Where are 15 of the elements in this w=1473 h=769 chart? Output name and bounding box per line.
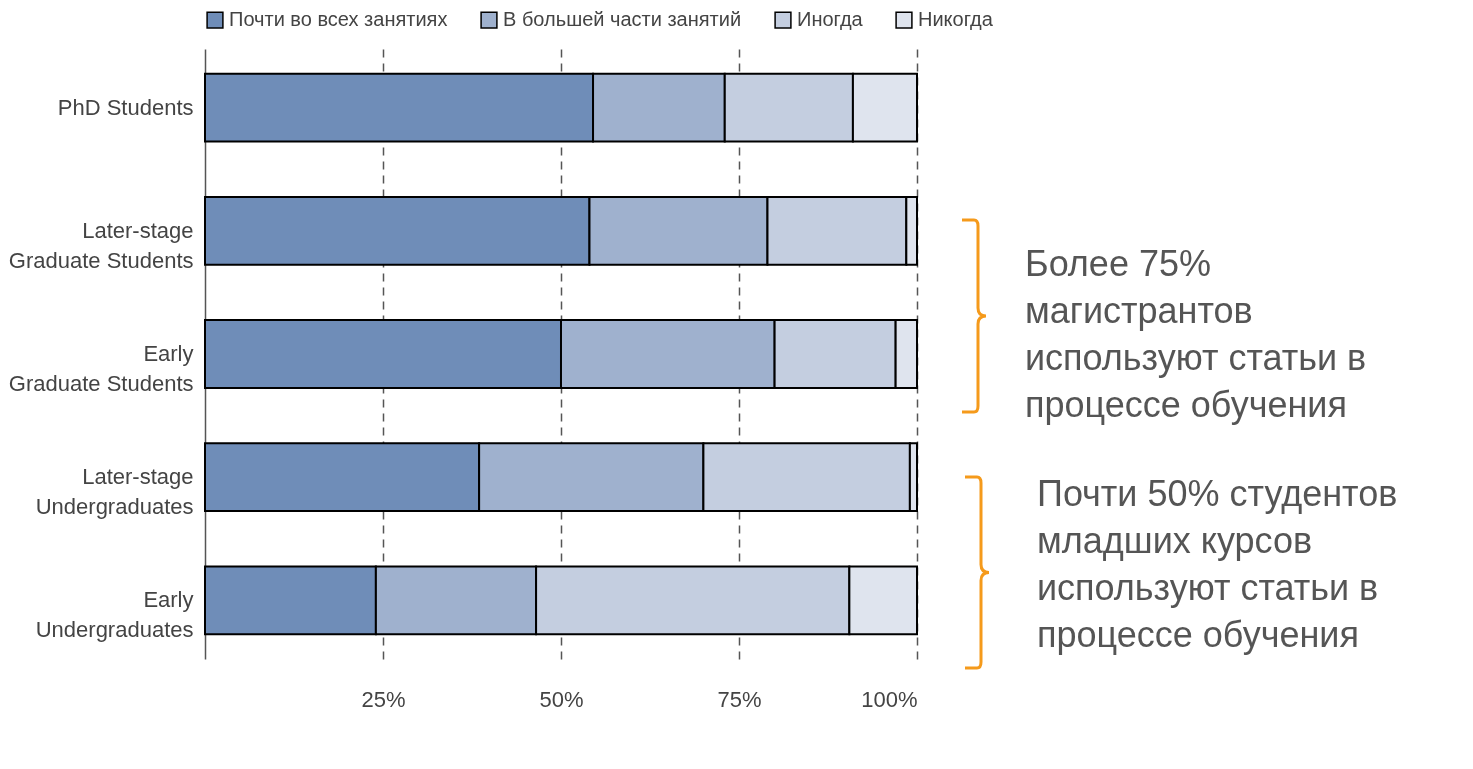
legend-label: Иногда	[797, 8, 864, 31]
x-tick-label: 100%	[861, 686, 918, 712]
y-tick-label: Later-stage Undergraduates	[35, 464, 194, 520]
y-tick-label: Early Graduate Students	[8, 341, 194, 396]
text: Более 75% магистрантов используют статьи в процессе обучения	[1025, 242, 1368, 427]
x-tick-label: 50%	[539, 686, 584, 712]
y-tick-label: PhD Students	[57, 94, 194, 120]
text: Почти 50% студентов младших курсов используют статьи в процессе обучения	[1037, 472, 1399, 657]
y-tick-label: Later-stage Graduate Students	[8, 217, 194, 273]
legend-label: Никогда	[918, 8, 994, 31]
legend-label: Почти во всех занятиях	[229, 8, 448, 31]
x-tick-label: 25%	[361, 686, 406, 712]
y-tick-label: Early Undergraduates	[35, 587, 194, 643]
x-tick-label: 75%	[717, 686, 762, 712]
legend-label: В большей части занятий	[503, 8, 742, 31]
